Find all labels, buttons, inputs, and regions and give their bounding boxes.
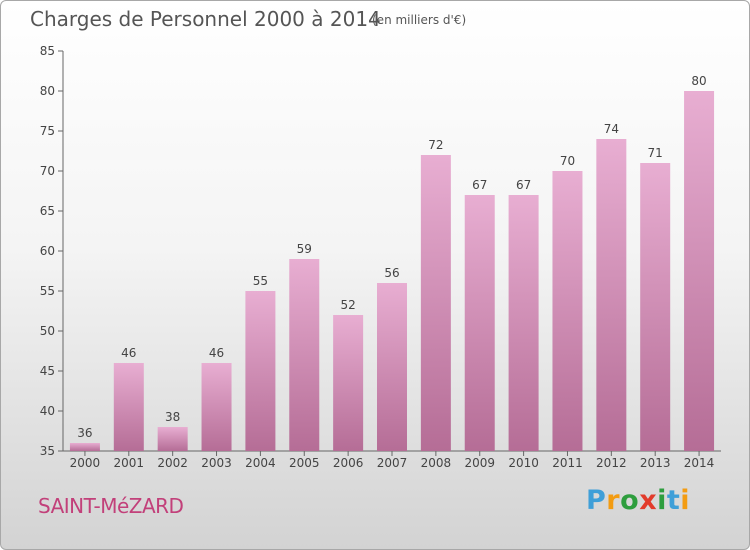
bar-2004 bbox=[245, 291, 276, 451]
x-tick-label: 2002 bbox=[157, 456, 188, 470]
y-tick-label: 55 bbox=[40, 284, 55, 298]
x-tick-label: 2005 bbox=[289, 456, 320, 470]
bar-2009 bbox=[464, 195, 495, 451]
x-tick-label: 2009 bbox=[464, 456, 495, 470]
y-tick-label: 85 bbox=[40, 44, 55, 58]
bar-2012 bbox=[596, 139, 627, 451]
bar-2011 bbox=[552, 171, 583, 451]
y-tick-label: 50 bbox=[40, 324, 55, 338]
logo-letter: x bbox=[639, 485, 658, 516]
bar-2006 bbox=[333, 315, 364, 451]
bar-value-label: 59 bbox=[297, 242, 312, 256]
x-tick-label: 2012 bbox=[596, 456, 627, 470]
chart-subtitle: (en milliers d'€) bbox=[372, 13, 467, 27]
bar-value-label: 36 bbox=[77, 426, 92, 440]
x-tick-label: 2014 bbox=[684, 456, 715, 470]
bar-2003 bbox=[201, 363, 232, 451]
logo-letter: o bbox=[620, 485, 640, 516]
bar-value-label: 67 bbox=[472, 178, 487, 192]
x-tick-label: 2001 bbox=[114, 456, 145, 470]
bar-2008 bbox=[420, 155, 451, 451]
bar-2007 bbox=[377, 283, 407, 451]
bar-2001 bbox=[113, 363, 144, 451]
x-tick-label: 2003 bbox=[201, 456, 232, 470]
bar-2002 bbox=[157, 427, 188, 451]
y-tick-label: 75 bbox=[40, 124, 55, 138]
bar-value-label: 74 bbox=[604, 122, 619, 136]
x-tick-label: 2000 bbox=[70, 456, 101, 470]
bar-2010 bbox=[508, 195, 539, 451]
bar-value-label: 52 bbox=[340, 298, 355, 312]
bar-value-label: 38 bbox=[165, 410, 180, 424]
y-tick-label: 80 bbox=[40, 84, 55, 98]
bar-value-label: 70 bbox=[560, 154, 575, 168]
y-tick-label: 45 bbox=[40, 364, 55, 378]
proxiti-logo[interactable]: Proxiti bbox=[586, 485, 690, 516]
x-tick-label: 2013 bbox=[640, 456, 671, 470]
logo-letter: P bbox=[586, 485, 607, 516]
y-tick-label: 70 bbox=[40, 164, 55, 178]
x-tick-label: 2007 bbox=[377, 456, 408, 470]
logo-letter: i bbox=[680, 485, 691, 516]
logo-letter: r bbox=[606, 485, 621, 516]
bar-2000 bbox=[69, 443, 100, 451]
y-tick-label: 60 bbox=[40, 244, 55, 258]
bar-value-label: 55 bbox=[253, 274, 268, 288]
bar-value-label: 71 bbox=[648, 146, 663, 160]
x-tick-label: 2008 bbox=[421, 456, 452, 470]
bar-value-label: 46 bbox=[209, 346, 224, 360]
y-tick-label: 65 bbox=[40, 204, 55, 218]
bar-2005 bbox=[289, 259, 320, 451]
logo-letter: t bbox=[666, 485, 681, 516]
bar-value-label: 67 bbox=[516, 178, 531, 192]
logo-letter: i bbox=[657, 485, 667, 516]
bar-2013 bbox=[640, 163, 671, 451]
bar-value-label: 80 bbox=[691, 74, 706, 88]
x-tick-label: 2004 bbox=[245, 456, 276, 470]
town-name: SAINT-MéZARD bbox=[38, 494, 184, 518]
bar-value-label: 46 bbox=[121, 346, 136, 360]
chart-title: Charges de Personnel 2000 à 2014 bbox=[30, 7, 381, 31]
bar-value-label: 56 bbox=[384, 266, 399, 280]
x-tick-label: 2011 bbox=[552, 456, 583, 470]
y-tick-label: 35 bbox=[40, 444, 55, 458]
bar-value-label: 72 bbox=[428, 138, 443, 152]
bar-2014 bbox=[684, 91, 715, 451]
x-tick-label: 2010 bbox=[508, 456, 539, 470]
x-tick-label: 2006 bbox=[333, 456, 364, 470]
y-tick-label: 40 bbox=[40, 404, 55, 418]
